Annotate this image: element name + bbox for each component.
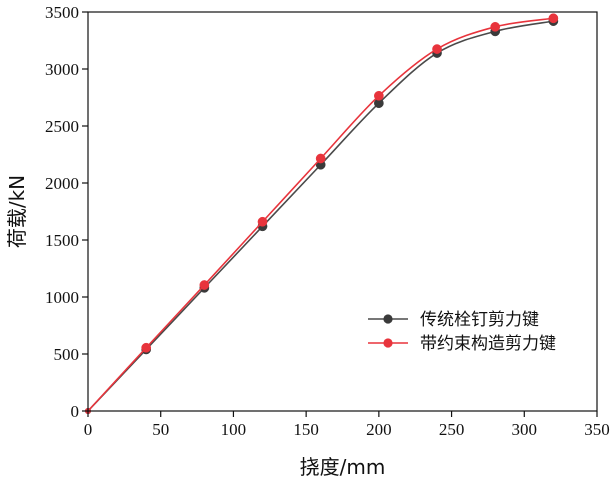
data-point xyxy=(432,44,442,54)
x-tick-label: 200 xyxy=(366,420,392,439)
x-tick-label: 350 xyxy=(584,420,610,439)
y-tick-label: 3000 xyxy=(45,60,79,79)
legend-marker xyxy=(383,338,393,348)
data-point xyxy=(490,21,501,32)
x-axis-title: 挠度/mm xyxy=(300,455,386,479)
series-layer xyxy=(85,13,559,414)
x-tick-label: 300 xyxy=(512,420,538,439)
y-tick-label: 2500 xyxy=(45,117,79,136)
plot-frame xyxy=(87,11,598,412)
legend-item: 带约束构造剪力键 xyxy=(368,334,556,354)
x-tick-label: 0 xyxy=(84,420,93,439)
x-tick-label: 150 xyxy=(293,420,319,439)
series-2 xyxy=(85,13,559,414)
legend-label: 带约束构造剪力键 xyxy=(420,334,556,354)
x-tick-label: 250 xyxy=(439,420,465,439)
y-tick-label: 3500 xyxy=(45,3,79,22)
series-1 xyxy=(85,16,559,414)
data-point xyxy=(548,13,559,24)
data-point xyxy=(141,342,152,353)
y-axis-title: 荷载/kN xyxy=(5,175,29,248)
legend-label: 传统栓钉剪力键 xyxy=(420,310,539,330)
y-tick-label: 1500 xyxy=(45,231,79,250)
legend-marker xyxy=(383,314,393,324)
data-point xyxy=(199,280,210,290)
data-point xyxy=(257,216,268,227)
series-line xyxy=(87,20,554,412)
y-tick-label: 0 xyxy=(71,402,80,421)
x-tick-label: 50 xyxy=(152,420,169,439)
data-point xyxy=(315,153,326,164)
y-tick-label: 1000 xyxy=(45,288,79,307)
data-point xyxy=(374,90,384,101)
y-tick-label: 500 xyxy=(54,345,80,364)
x-tick-label: 100 xyxy=(221,420,247,439)
axes: 0 50 100 150 200 250 300 3500500100015002000250… xyxy=(45,3,610,439)
series-line xyxy=(87,17,554,412)
legend-item: 传统栓钉剪力键 xyxy=(368,310,539,330)
y-tick-label: 2000 xyxy=(45,174,79,193)
